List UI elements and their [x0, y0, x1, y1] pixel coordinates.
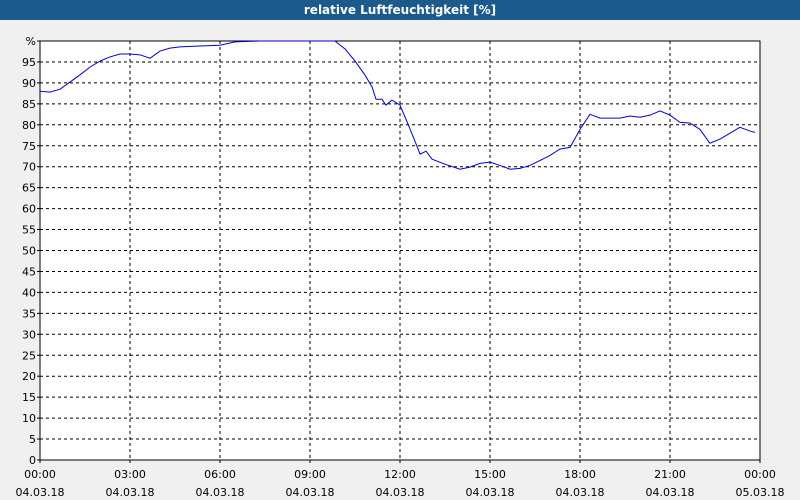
data-line	[39, 40, 756, 170]
y-tick-label: 95	[22, 56, 36, 69]
title-bar	[0, 0, 800, 20]
x-tick-label-line: 12:00	[384, 468, 416, 481]
x-tick-label: 18:00 04.03.18	[556, 468, 605, 499]
chart-title: relative Luftfeuchtigkeit [%]	[304, 3, 496, 17]
x-tick-label-line: 04.03.18	[196, 486, 245, 499]
x-tick-label: 00:00 05.03.18	[736, 468, 785, 499]
x-tick-label-line: 04.03.18	[556, 486, 605, 499]
y-tick-label: 30	[22, 328, 36, 341]
x-tick-label: 15:00 04.03.18	[466, 468, 515, 499]
x-tick-label-line: 09:00	[294, 468, 326, 481]
y-tick-label: 20	[22, 370, 36, 383]
x-tick-label-line: 04.03.18	[376, 486, 425, 499]
y-tick-label: 25	[22, 349, 36, 362]
x-tick-label-line: 04.03.18	[646, 486, 695, 499]
x-tick-label-line: 00:00	[24, 468, 56, 481]
x-tick-label: 06:00 04.03.18	[196, 468, 245, 499]
y-tick-label: 5	[29, 433, 36, 446]
x-tick-label-line: 04.03.18	[466, 486, 515, 499]
x-tick-label-line: 21:00	[654, 468, 686, 481]
x-tick-label-line: 18:00	[564, 468, 596, 481]
y-tick-label: 35	[22, 307, 36, 320]
y-tick-label: 45	[22, 265, 36, 278]
x-tick-label: 12:00 04.03.18	[376, 468, 425, 499]
y-tick-label: 70	[22, 161, 36, 174]
y-tick-label: 90	[22, 77, 36, 90]
x-tick-label: 03:00 04.03.18	[106, 468, 155, 499]
y-tick-label: 80	[22, 119, 36, 132]
x-tick-label: 09:00 04.03.18	[286, 468, 335, 499]
x-tick-label-line: 04.03.18	[106, 486, 155, 499]
x-tick-label-line: 03:00	[114, 468, 146, 481]
y-tick-label: 75	[22, 140, 36, 153]
plot-border	[39, 40, 761, 461]
y-tick-label: 60	[22, 203, 36, 216]
y-tick-label: 15	[22, 391, 36, 404]
x-tick-label-line: 06:00	[204, 468, 236, 481]
y-tick-label: 65	[22, 182, 36, 195]
y-tick-label: 55	[22, 224, 36, 237]
x-tick-label: 21:00 04.03.18	[646, 468, 695, 499]
x-tick-label-line: 04.03.18	[286, 486, 335, 499]
y-tick-label: 40	[22, 286, 36, 299]
y-tick-label: 10	[22, 412, 36, 425]
x-tick-label-line: 15:00	[474, 468, 506, 481]
x-tick-label-line: 05.03.18	[736, 486, 785, 499]
x-tick-label-line: 00:00	[744, 468, 776, 481]
y-tick-label: 0	[29, 454, 36, 467]
x-tick-label: 00:00 04.03.18	[16, 468, 65, 499]
y-tick-label: 85	[22, 98, 36, 111]
x-tick-label-line: 04.03.18	[16, 486, 65, 499]
y-tick-label: 50	[22, 245, 36, 258]
y-tick-label: %	[26, 35, 36, 48]
